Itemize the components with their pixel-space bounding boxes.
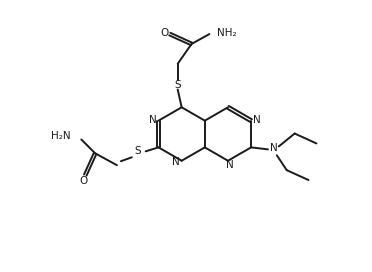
Text: S: S bbox=[134, 146, 141, 156]
Text: N: N bbox=[149, 115, 157, 125]
Text: O: O bbox=[79, 176, 87, 186]
Text: N: N bbox=[253, 115, 261, 125]
Text: N: N bbox=[172, 157, 180, 167]
Text: N: N bbox=[270, 143, 278, 153]
Text: O: O bbox=[161, 28, 169, 38]
Text: N: N bbox=[226, 160, 234, 170]
Text: H₂N: H₂N bbox=[51, 131, 70, 141]
Text: S: S bbox=[174, 79, 181, 89]
Text: NH₂: NH₂ bbox=[217, 28, 237, 38]
